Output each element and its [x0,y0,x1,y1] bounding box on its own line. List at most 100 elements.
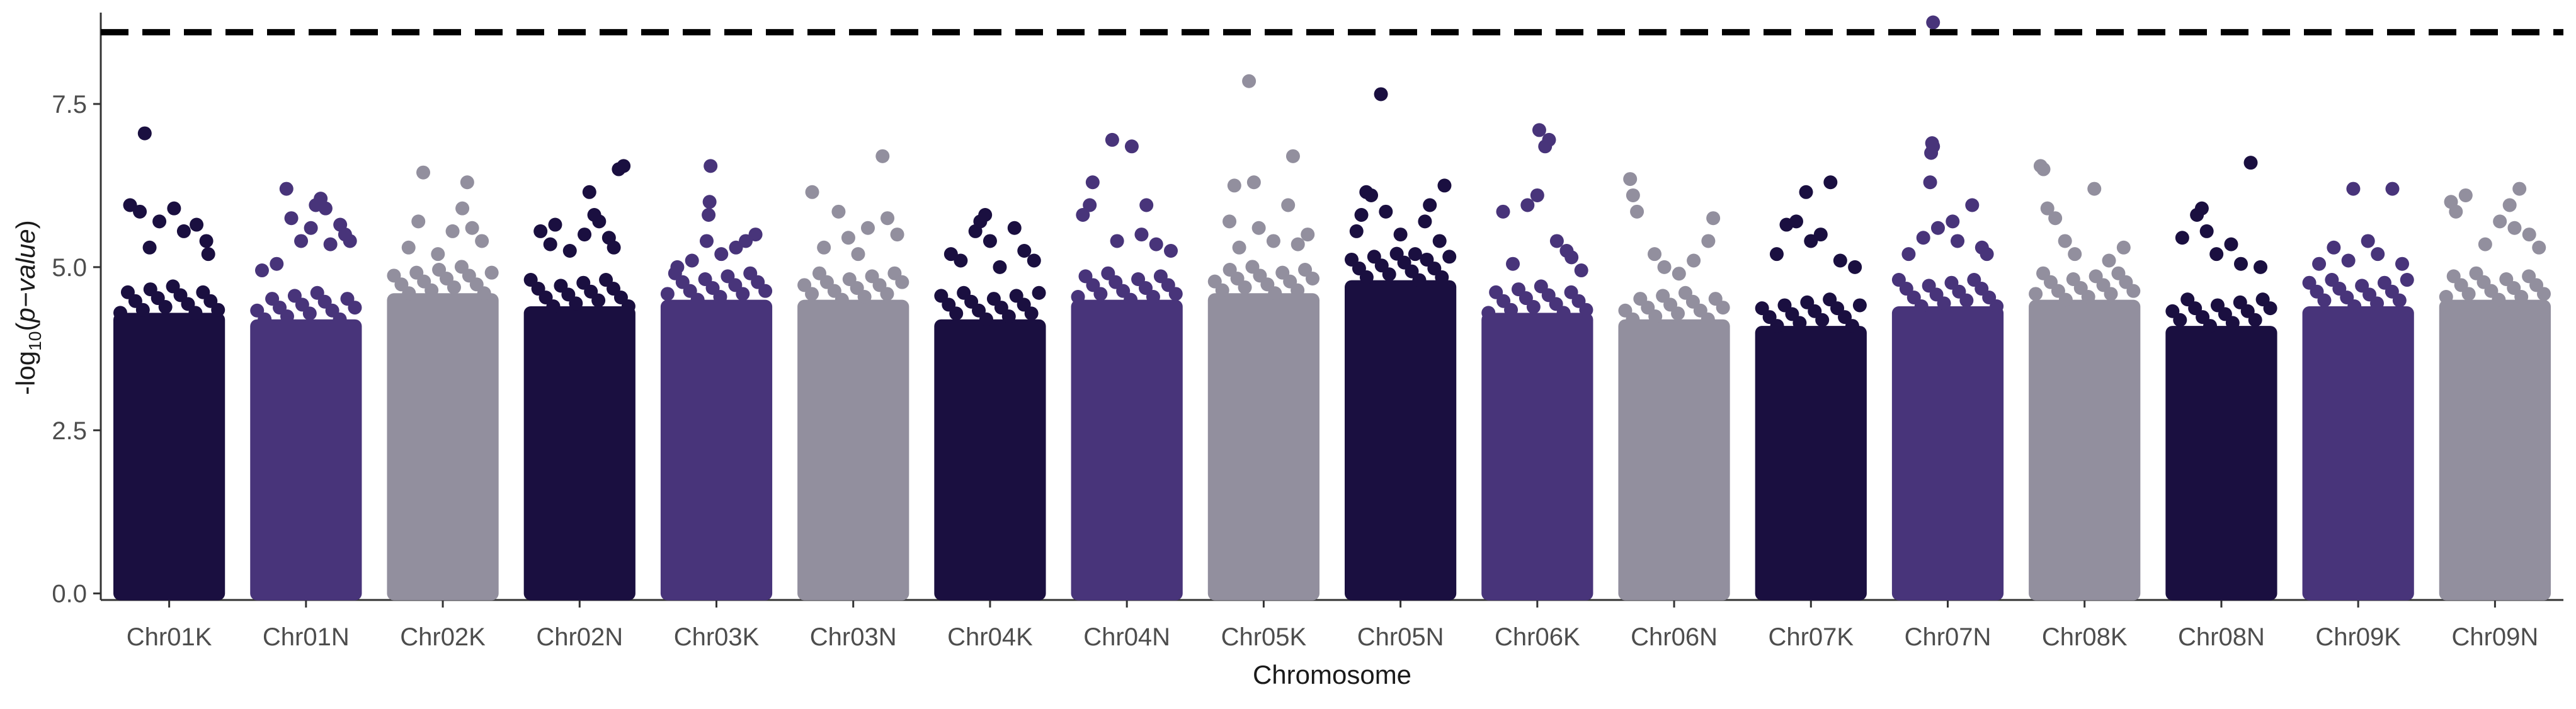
y-ticks: 0.0 2.5 5.0 7.5 [52,91,101,608]
snp-point [1789,214,1803,229]
snp-point [1437,178,1452,193]
dense-snp-cloud [1755,326,1867,601]
snp-point [1926,139,1941,154]
snp-point [548,217,562,232]
snp-point [176,224,191,238]
snp-point [1423,198,1437,212]
snp-point [890,228,904,242]
snp-point [1701,312,1715,326]
snp-point [1623,172,1638,187]
snp-point [1435,270,1449,284]
axes [100,13,2563,601]
snp-point [805,185,819,199]
snp-point [152,214,167,229]
y-axis-title-italic: p−value [11,229,40,323]
snp-point [2512,182,2527,196]
snp-point [401,240,416,255]
snp-point [1266,234,1280,248]
snp-point [1432,234,1447,248]
snp-point [1701,234,1716,248]
snp-point [1496,204,1510,219]
snp-point [167,201,181,216]
x-tick-label: Chr03K [674,623,760,651]
snp-point [2385,182,2400,196]
snp-point [1626,312,1640,326]
dense-snp-cloud [2165,326,2277,601]
x-tick-label: Chr07K [1768,623,1854,651]
x-tick-label: Chr06N [1631,623,1718,651]
x-tick-label: Chr03N [810,623,897,651]
snp-point [979,312,993,326]
snp-point [1139,198,1154,212]
y-axis-title-subscript: 10 [25,331,45,351]
snp-point [1246,175,1261,190]
chromosome-group-chr04n [1071,132,1183,601]
snp-point [1848,260,1862,274]
snp-point [702,208,716,222]
snp-point [1648,247,1662,262]
snp-point [805,287,819,301]
snp-point [1110,234,1124,248]
snp-point [2068,247,2082,262]
snp-point [280,309,294,324]
y-axis-title-open: ( [11,323,40,331]
chromosome-group-chr05n [1345,87,1457,601]
snp-point [1306,271,1319,285]
snp-point [857,289,872,304]
snp-point [1017,243,1032,258]
chromosome-group-chr08k [2029,159,2141,601]
snp-point [993,260,1007,274]
snp-point [2395,257,2410,271]
snp-point [2492,292,2506,307]
y-tick-label: 7.5 [52,91,87,118]
snp-point [425,283,439,297]
dense-snp-cloud [1071,299,1183,601]
snp-point [1481,306,1496,320]
snp-point [1916,231,1930,245]
snp-point [2400,273,2414,287]
snp-point [123,198,137,212]
snp-point [402,286,416,301]
snp-point [2209,247,2224,262]
snp-point [582,185,596,199]
snp-point [2116,240,2131,255]
x-axis-title: Chromosome [1253,660,1411,689]
snp-point [323,237,338,251]
snp-point [1770,319,1784,333]
snp-point [2478,237,2492,251]
snp-point [2254,260,2268,274]
snp-point [1914,299,1929,313]
snp-point [2537,287,2551,301]
snp-point [137,126,152,141]
chromosome-group-chr09n [2439,182,2551,601]
snp-point [1291,237,1305,251]
snp-point [2449,204,2463,219]
snp-point [748,228,763,242]
snp-point [445,224,460,238]
dense-snp-cloud [2029,299,2141,601]
snp-point [1930,221,1945,235]
snp-point [1232,240,1246,255]
snp-point [1574,263,1588,278]
snp-point [660,287,675,301]
snp-point [2532,240,2546,255]
snp-point [2175,231,2189,245]
snp-point [895,275,909,289]
snp-point [1799,185,1813,199]
snp-point [2312,257,2327,271]
snp-point [2461,287,2476,301]
snp-point [1530,188,1544,202]
snp-point [1285,149,1300,163]
snp-point [1251,221,1266,235]
snp-point [2058,292,2073,307]
snp-point [1672,267,1686,281]
snp-point [2029,287,2043,301]
x-tick-label: Chr04N [1083,623,1170,651]
snp-point [1951,234,1965,248]
snp-point [1926,15,1941,30]
snp-point [477,286,491,301]
chromosome-group-chr03k [660,159,773,601]
snp-point [2104,287,2118,301]
snp-point [621,299,635,313]
snp-point [1792,316,1807,330]
